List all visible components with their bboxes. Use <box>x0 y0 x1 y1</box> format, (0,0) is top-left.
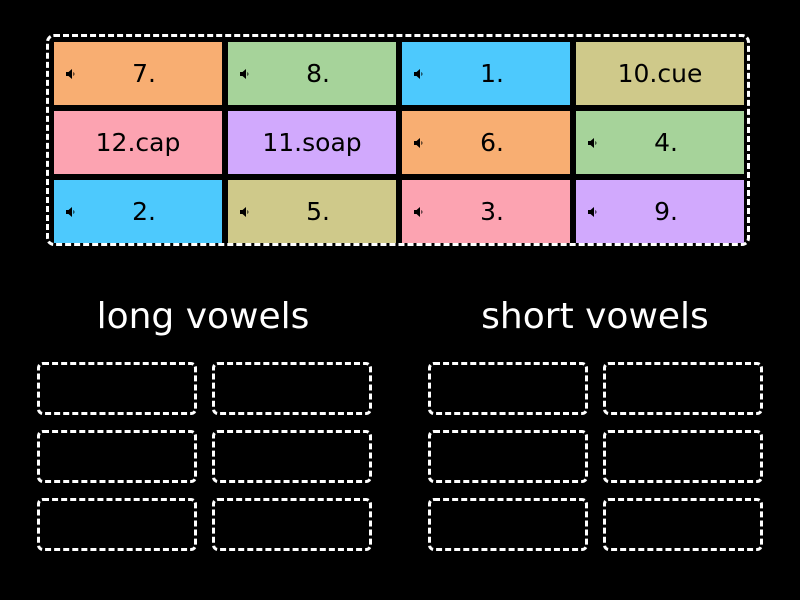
tile-label: 7. <box>132 59 156 88</box>
answer-tile[interactable]: 7. <box>54 42 222 105</box>
drop-slot-short-vowels[interactable] <box>428 362 588 415</box>
answer-tile[interactable]: 5. <box>228 180 396 243</box>
speaker-icon[interactable] <box>588 206 598 217</box>
drop-slot-long-vowels[interactable] <box>37 498 197 551</box>
tile-label: 9. <box>654 197 678 226</box>
speaker-icon[interactable] <box>240 206 250 217</box>
tile-label: 11.soap <box>262 128 362 157</box>
tile-label: 4. <box>654 128 678 157</box>
tile-label: 8. <box>306 59 330 88</box>
drop-slot-long-vowels[interactable] <box>37 362 197 415</box>
speaker-icon[interactable] <box>66 68 76 79</box>
drop-slot-long-vowels[interactable] <box>212 498 372 551</box>
group-title-short-vowels: short vowels <box>481 296 709 337</box>
answer-tile[interactable]: 2. <box>54 180 222 243</box>
drop-slot-long-vowels[interactable] <box>212 362 372 415</box>
answer-tile[interactable]: 11.soap <box>228 111 396 174</box>
answer-pool <box>46 34 750 246</box>
speaker-icon[interactable] <box>240 68 250 79</box>
drop-slot-long-vowels[interactable] <box>37 430 197 483</box>
speaker-icon[interactable] <box>414 68 424 79</box>
tile-label: 12.cap <box>95 128 181 157</box>
answer-tile[interactable]: 1. <box>402 42 570 105</box>
drop-slot-long-vowels[interactable] <box>212 430 372 483</box>
tile-label: 6. <box>480 128 504 157</box>
drop-slot-short-vowels[interactable] <box>428 430 588 483</box>
tile-label: 5. <box>306 197 330 226</box>
speaker-icon[interactable] <box>588 137 598 148</box>
tile-label: 3. <box>480 197 504 226</box>
answer-tile[interactable]: 8. <box>228 42 396 105</box>
drop-slot-short-vowels[interactable] <box>603 430 763 483</box>
drop-slot-short-vowels[interactable] <box>603 498 763 551</box>
answer-tile[interactable]: 4. <box>576 111 744 174</box>
tile-label: 10.cue <box>617 59 703 88</box>
answer-tile[interactable]: 3. <box>402 180 570 243</box>
group-title-long-vowels: long vowels <box>96 296 310 337</box>
answer-tile[interactable]: 10.cue <box>576 42 744 105</box>
speaker-icon[interactable] <box>66 206 76 217</box>
answer-tile[interactable]: 6. <box>402 111 570 174</box>
speaker-icon[interactable] <box>414 137 424 148</box>
tile-label: 1. <box>480 59 504 88</box>
drop-slot-short-vowels[interactable] <box>428 498 588 551</box>
tile-label: 2. <box>132 197 156 226</box>
answer-tile[interactable]: 12.cap <box>54 111 222 174</box>
drop-slot-short-vowels[interactable] <box>603 362 763 415</box>
answer-tile[interactable]: 9. <box>576 180 744 243</box>
speaker-icon[interactable] <box>414 206 424 217</box>
